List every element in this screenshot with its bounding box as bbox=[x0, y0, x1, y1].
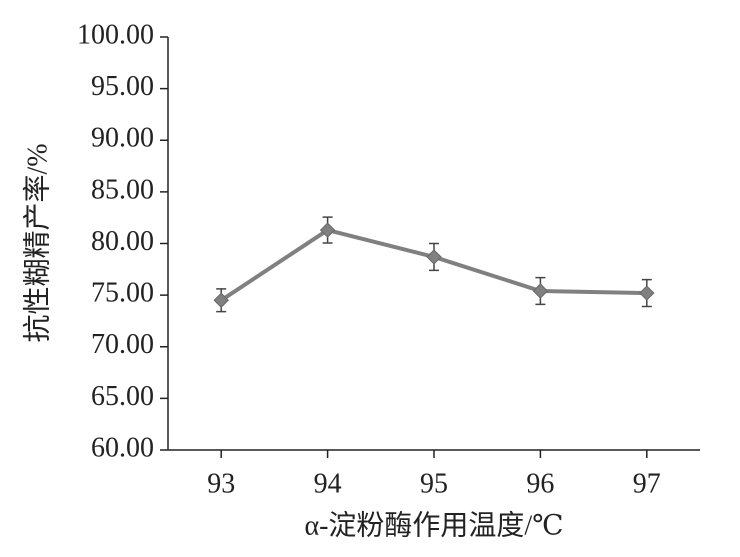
x-tick-label: 93 bbox=[207, 468, 235, 499]
marker bbox=[213, 292, 229, 308]
y-tick-label: 100.00 bbox=[77, 19, 154, 50]
y-tick-label: 90.00 bbox=[91, 123, 154, 154]
y-tick-label: 85.00 bbox=[91, 174, 154, 205]
y-axis-label: 抗性糊精产率/% bbox=[21, 143, 53, 342]
y-tick-label: 60.00 bbox=[91, 432, 154, 463]
y-tick-label: 80.00 bbox=[91, 226, 154, 257]
y-tick-label: 65.00 bbox=[91, 381, 154, 412]
marker bbox=[426, 249, 442, 265]
x-tick-label: 96 bbox=[526, 468, 554, 499]
x-tick-label: 97 bbox=[633, 468, 661, 499]
marker bbox=[639, 285, 655, 301]
y-tick-label: 95.00 bbox=[91, 71, 154, 102]
marker bbox=[532, 283, 549, 299]
y-tick-label: 75.00 bbox=[91, 278, 154, 309]
x-axis-label: α-淀粉酶作用温度/℃ bbox=[304, 509, 563, 541]
x-tick-label: 95 bbox=[420, 468, 448, 499]
marker bbox=[319, 222, 336, 238]
y-tick-label: 70.00 bbox=[91, 329, 154, 360]
x-tick-label: 94 bbox=[314, 468, 342, 499]
